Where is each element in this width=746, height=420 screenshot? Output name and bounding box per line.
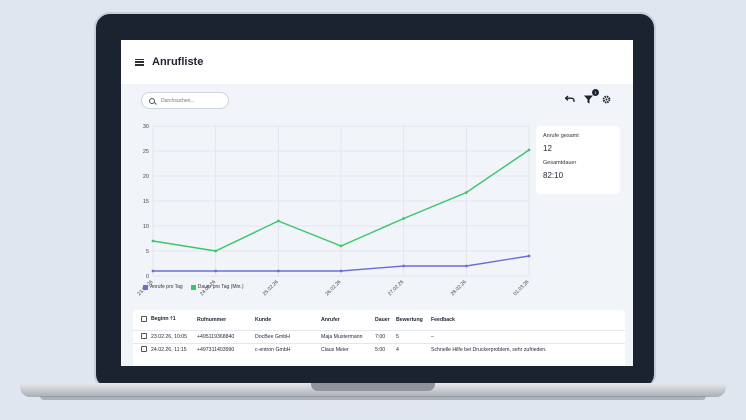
y-tick-label: 15 bbox=[143, 199, 149, 205]
column-header-bewertung[interactable]: Bewertung bbox=[396, 316, 423, 323]
filter-icon[interactable]: 1 bbox=[583, 89, 599, 104]
filter-count-badge: 1 bbox=[592, 89, 599, 96]
legend-label: Dauer pro Tag (Min.) bbox=[197, 284, 244, 290]
cell-kunde: DocBee GmbH bbox=[255, 329, 321, 343]
cell-feedback: Schnelle Hilfe bei Druckerproblem, sehr … bbox=[431, 342, 625, 356]
laptop-notch bbox=[311, 383, 435, 391]
x-tick-label: 27.02.26 bbox=[387, 279, 405, 297]
cell-dauer: 5:00 bbox=[375, 342, 396, 356]
data-point bbox=[339, 269, 343, 273]
y-tick-label: 5 bbox=[146, 249, 149, 255]
cell-rufnummer: +497311403990 bbox=[197, 342, 255, 356]
column-header-beginn[interactable]: Beginn 🡑1 bbox=[151, 316, 176, 323]
column-header-dauer[interactable]: Dauer bbox=[375, 316, 390, 323]
cell-dauer: 7:00 bbox=[375, 329, 396, 343]
data-point bbox=[151, 239, 155, 243]
x-tick-label: 28.02.26 bbox=[450, 279, 468, 297]
gear-icon[interactable] bbox=[601, 94, 611, 104]
calls-table: Beginn 🡑1 Rufnummer Kunde Anrufer Dauer … bbox=[133, 310, 625, 366]
page-title: Anrufliste bbox=[152, 56, 204, 68]
calls-total-label: Anrufe gesamt bbox=[543, 133, 579, 139]
search-input[interactable] bbox=[161, 97, 221, 104]
duration-total-value: 82:10 bbox=[543, 171, 564, 180]
cell-feedback: – bbox=[431, 329, 625, 343]
data-point bbox=[402, 217, 406, 220]
cell-bewertung: 4 bbox=[396, 342, 431, 356]
search-box[interactable] bbox=[141, 92, 229, 109]
legend-label: Anrufe pro Tag bbox=[150, 284, 183, 290]
legend-item[interactable]: Anrufe pro Tag bbox=[143, 284, 183, 290]
row-checkbox[interactable] bbox=[141, 345, 147, 352]
cell-bewertung: 5 bbox=[396, 329, 431, 343]
x-tick-label: 26.02.26 bbox=[324, 279, 342, 297]
y-tick-label: 10 bbox=[143, 224, 149, 230]
toolbar: 1 bbox=[565, 89, 611, 104]
select-all-checkbox[interactable] bbox=[141, 315, 147, 322]
sort-indicator-icon: 🡑1 bbox=[170, 316, 176, 323]
data-point bbox=[527, 254, 531, 258]
cell-anrufer: Claus Meier bbox=[321, 342, 375, 356]
column-header-feedback[interactable]: Feedback bbox=[431, 316, 455, 323]
line-chart: 05101520253023.02.2624.02.2625.02.2626.0… bbox=[136, 124, 531, 297]
undo-icon[interactable] bbox=[565, 94, 575, 104]
search-icon bbox=[149, 97, 155, 104]
y-tick-label: 25 bbox=[143, 149, 149, 155]
data-point bbox=[402, 264, 406, 268]
table-row[interactable]: 23.02.26, 10:05 +495119368840 DocBee Gmb… bbox=[133, 329, 625, 343]
y-tick-label: 30 bbox=[143, 124, 149, 130]
legend-swatch bbox=[143, 284, 148, 290]
cell-beginn: 23.02.26, 10:05 bbox=[151, 329, 197, 343]
table-header-row: Beginn 🡑1 Rufnummer Kunde Anrufer Dauer … bbox=[133, 310, 625, 330]
y-tick-label: 20 bbox=[143, 174, 149, 180]
data-point bbox=[339, 244, 343, 248]
legend-item[interactable]: Dauer pro Tag (Min.) bbox=[190, 284, 244, 290]
data-point bbox=[276, 219, 280, 223]
data-point bbox=[151, 269, 155, 273]
legend-swatch bbox=[190, 284, 196, 290]
cell-anrufer: Maja Mustermann bbox=[321, 329, 375, 343]
data-point bbox=[464, 264, 468, 268]
duration-total-label: Gesamtdauer bbox=[543, 160, 577, 166]
app-screen: Anrufliste 1 05101520253023.02.2624.02.2… bbox=[121, 40, 633, 366]
x-tick-label: 01.03.26 bbox=[512, 279, 530, 297]
data-point bbox=[214, 269, 218, 273]
app-header: Anrufliste bbox=[121, 40, 633, 84]
hamburger-menu-icon[interactable] bbox=[135, 58, 144, 66]
cell-rufnummer: +495119368840 bbox=[197, 329, 255, 343]
x-tick-label: 25.02.26 bbox=[262, 279, 280, 297]
column-header-rufnummer[interactable]: Rufnummer bbox=[197, 316, 227, 323]
data-point bbox=[464, 191, 468, 194]
data-point bbox=[527, 148, 531, 152]
y-tick-label: 0 bbox=[146, 274, 149, 280]
column-header-kunde[interactable]: Kunde bbox=[255, 316, 272, 323]
laptop-base-shadow bbox=[40, 396, 706, 400]
data-point bbox=[276, 269, 280, 273]
cell-beginn: 24.02.26, 11:15 bbox=[151, 342, 197, 356]
table-row[interactable]: 24.02.26, 11:15 +497311403990 c-entron G… bbox=[133, 342, 625, 356]
stats-card: Anrufe gesamt 12 Gesamtdauer 82:10 bbox=[536, 126, 620, 194]
column-header-anrufer[interactable]: Anrufer bbox=[321, 316, 340, 323]
data-point bbox=[214, 249, 218, 253]
calls-total-value: 12 bbox=[543, 144, 552, 153]
chart-legend: Anrufe pro Tag Dauer pro Tag (Min.) bbox=[143, 284, 243, 290]
cell-kunde: c-entron GmbH bbox=[255, 342, 321, 356]
row-checkbox[interactable] bbox=[141, 332, 147, 339]
